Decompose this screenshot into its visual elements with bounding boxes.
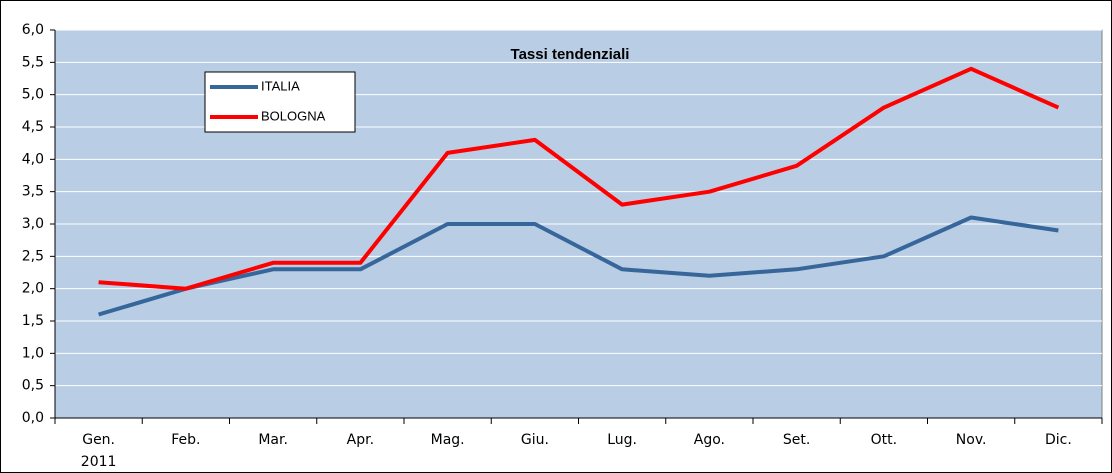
x-tick-label: Giu. bbox=[521, 432, 549, 448]
legend-box bbox=[204, 71, 356, 133]
y-tick-label: 3,5 bbox=[22, 184, 44, 200]
y-tick-label: 1,5 bbox=[22, 313, 44, 329]
y-tick-label: 5,5 bbox=[22, 54, 44, 70]
x-tick-label: Apr. bbox=[347, 432, 374, 448]
x-tick-label: Ago. bbox=[694, 432, 725, 448]
y-tick-label: 6,0 bbox=[22, 22, 44, 38]
y-tick-label: 4,5 bbox=[22, 119, 44, 135]
x-tick-label: Ott. bbox=[871, 432, 897, 448]
y-tick-label: 5,0 bbox=[22, 87, 44, 103]
y-tick-label: 1,0 bbox=[22, 345, 44, 361]
y-tick-label: 0,5 bbox=[22, 378, 44, 394]
x-tick-label: Feb. bbox=[171, 432, 200, 448]
x-year-label: 2011 bbox=[81, 454, 117, 470]
y-tick-label: 2,5 bbox=[22, 248, 44, 264]
x-tick-label: Nov. bbox=[956, 432, 987, 448]
y-tick-label: 0,0 bbox=[22, 410, 44, 426]
legend-label: BOLOGNA bbox=[261, 108, 326, 123]
series-line bbox=[98, 215, 1059, 317]
series-line bbox=[98, 66, 1060, 291]
x-tick-label: Gen. bbox=[82, 432, 115, 448]
legend-label: ITALIA bbox=[261, 78, 300, 93]
y-tick-label: 3,0 bbox=[22, 216, 44, 232]
x-tick-label: Mag. bbox=[431, 432, 465, 448]
x-tick-label: Lug. bbox=[607, 432, 637, 448]
y-tick-label: 4,0 bbox=[22, 151, 44, 167]
x-tick-label: Set. bbox=[783, 432, 810, 448]
y-tick-label: 2,0 bbox=[22, 281, 44, 297]
chart-title: Tassi tendenziali bbox=[511, 46, 630, 63]
x-tick-label: Mar. bbox=[258, 432, 288, 448]
x-tick-label: Dic. bbox=[1045, 432, 1072, 448]
